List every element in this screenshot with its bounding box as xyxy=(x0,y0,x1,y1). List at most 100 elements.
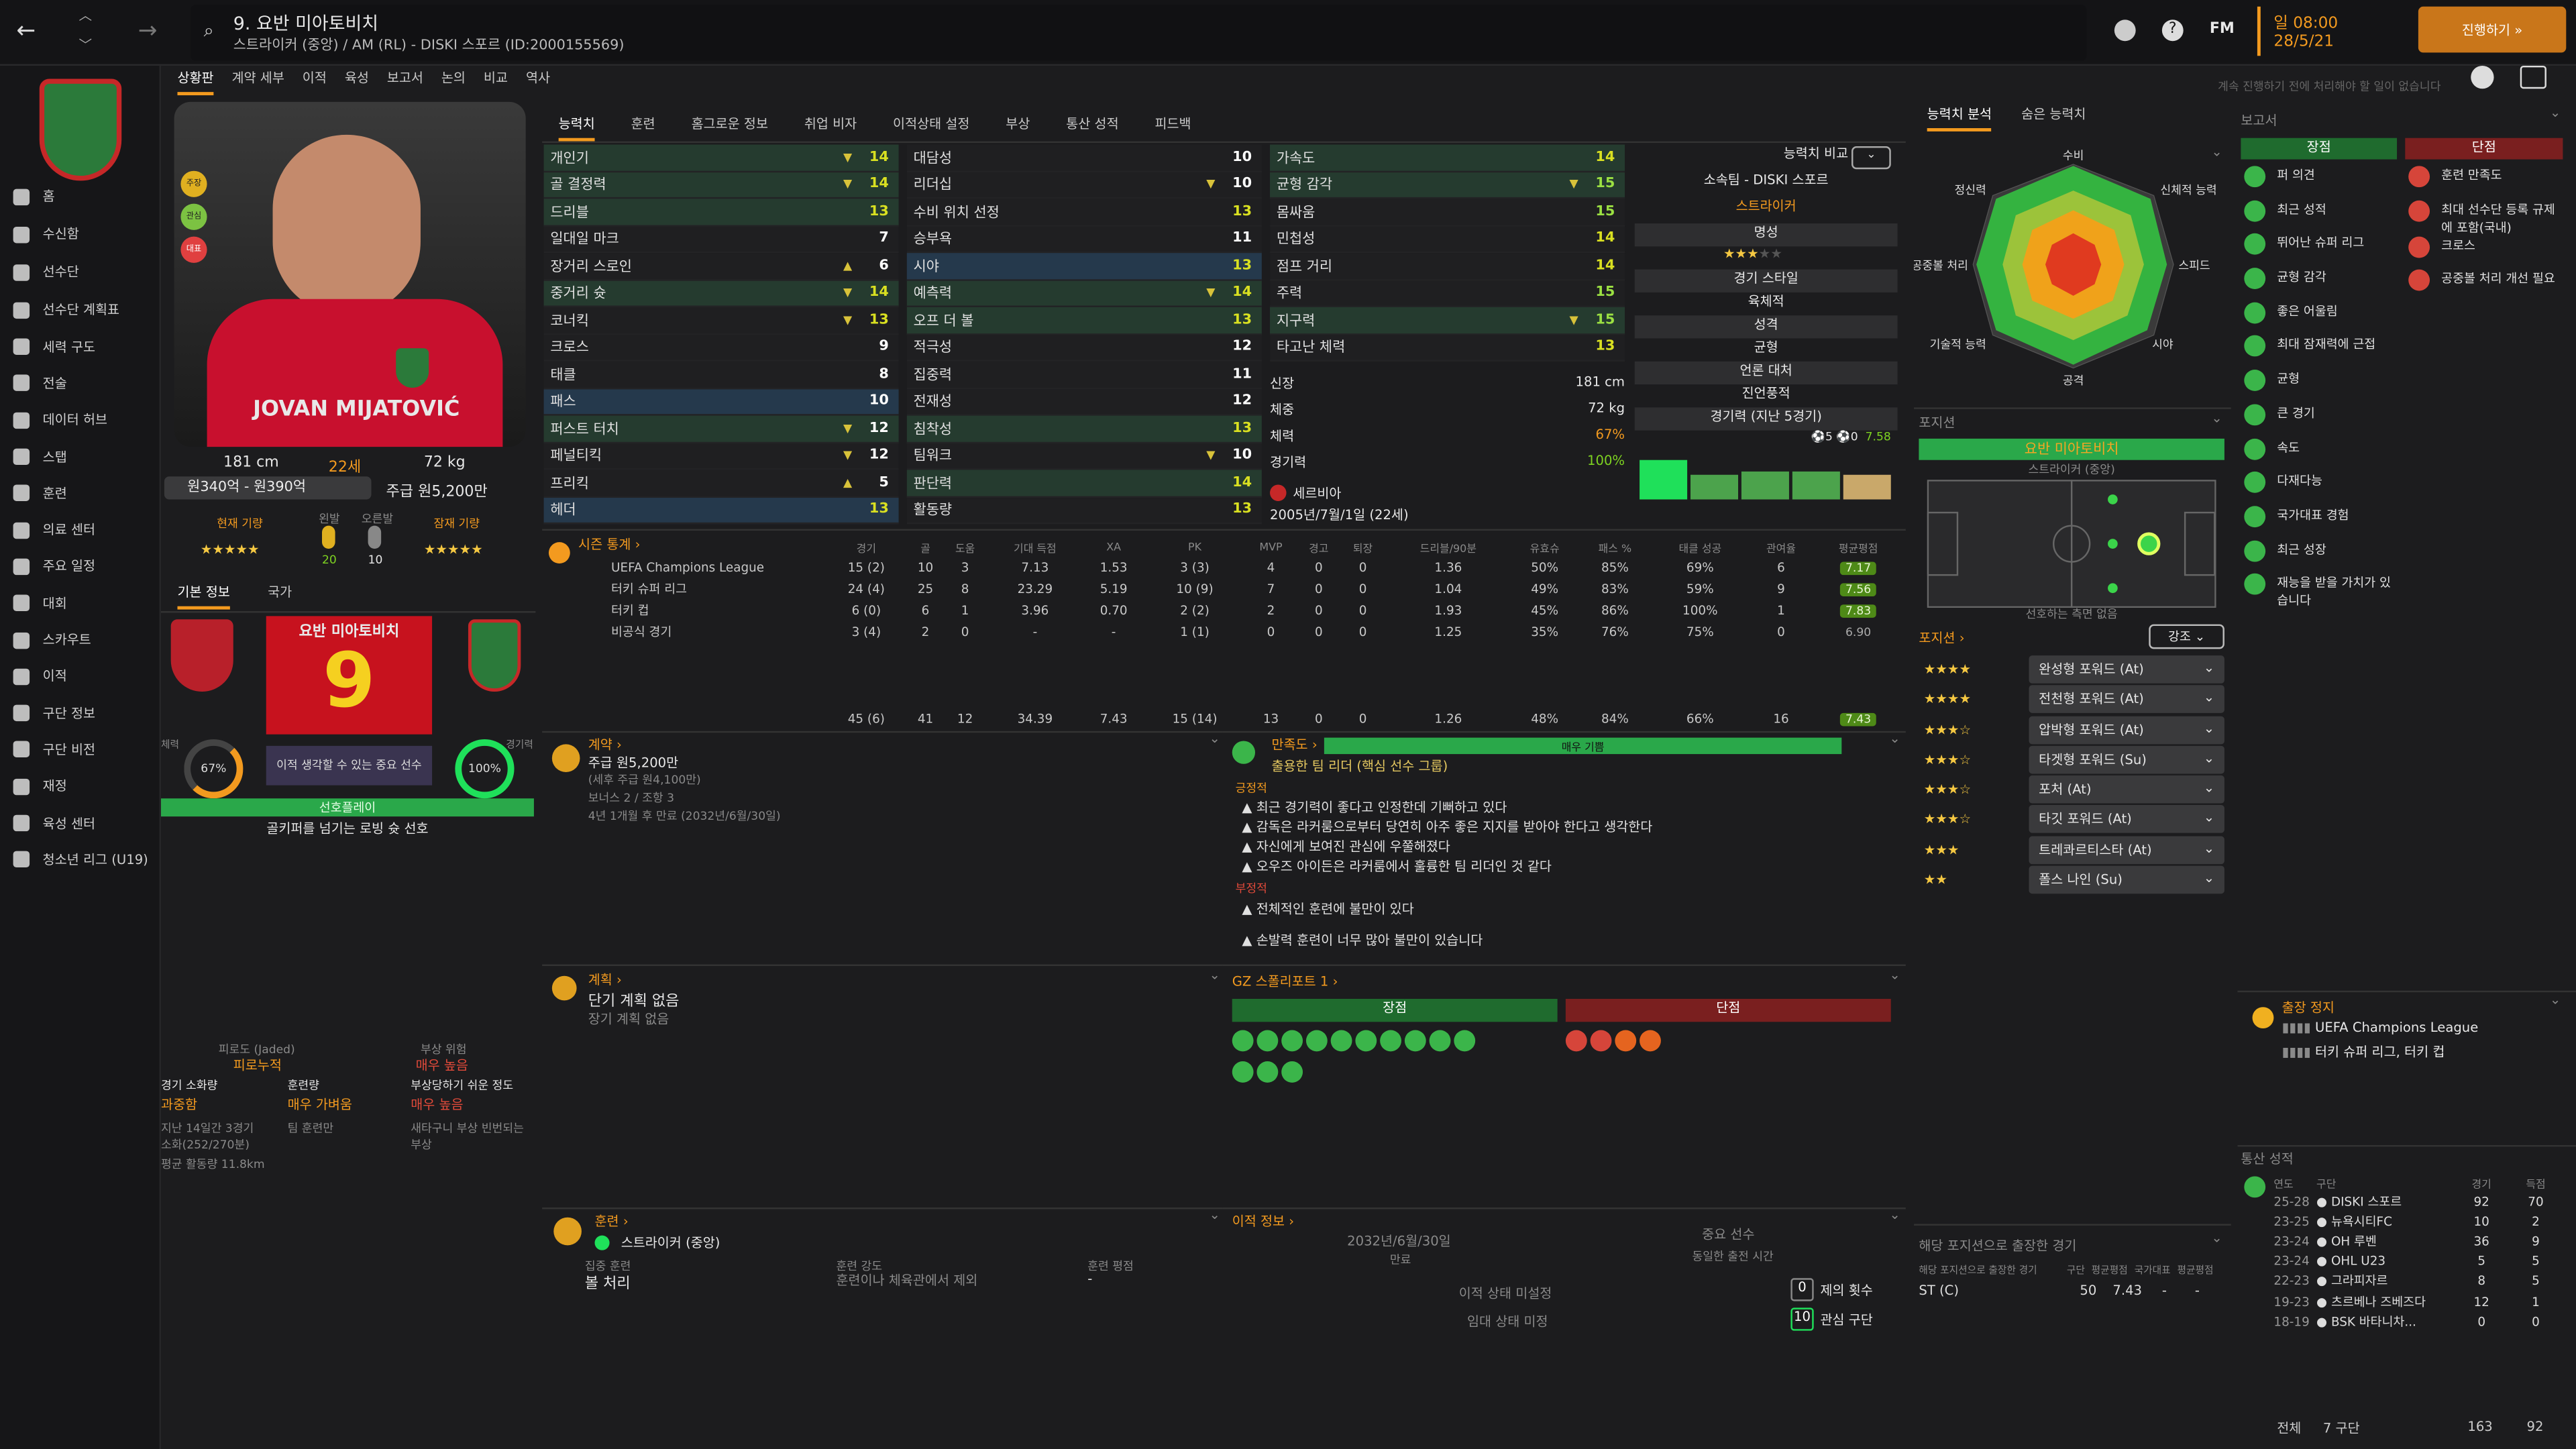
attribute-row[interactable]: 오프 더 볼 13 xyxy=(906,307,1262,335)
sidebar-item[interactable]: 청소년 리그 (U19) xyxy=(0,841,161,878)
role-row[interactable]: ★★★★ 완성형 포워드 (At) ⌄ xyxy=(1924,655,2224,684)
career-row[interactable]: 23-24 ● OH 루벤 36 9 xyxy=(2273,1231,2563,1251)
attribute-row[interactable]: 골 결정력 ▼ 14 xyxy=(543,171,899,199)
chevron-down-icon[interactable]: ﹀ xyxy=(78,38,93,53)
role-row[interactable]: ★★ 폴스 나인 (Su) ⌄ xyxy=(1924,865,2224,894)
attribute-row[interactable]: 타고난 체력 13 xyxy=(1270,334,1625,362)
compare-dropdown[interactable]: ⌄ xyxy=(1851,146,1891,170)
transfer-title[interactable]: 이적 정보 › xyxy=(1232,1214,1295,1229)
season-stats-title[interactable]: 시즌 통계 › xyxy=(578,537,641,552)
gz-strength-icon[interactable] xyxy=(1232,1030,1254,1052)
plan-collapse-icon[interactable]: ⌄ xyxy=(1209,967,1220,983)
attribute-row[interactable]: 팀워크 ▼ 10 xyxy=(906,443,1262,470)
globe-icon[interactable] xyxy=(2114,19,2136,42)
nav-tab[interactable]: 계약 세부 xyxy=(231,70,284,86)
attribute-row[interactable]: 헤더 13 xyxy=(543,496,899,525)
role-name-box[interactable]: 압박형 포워드 (At) ⌄ xyxy=(2029,715,2224,744)
notifications-icon[interactable] xyxy=(2471,65,2494,89)
career-row[interactable]: 22-23 ● 그라피자르 8 5 xyxy=(2273,1271,2563,1291)
attribute-row[interactable]: 승부욕 11 xyxy=(906,225,1262,254)
layout-icon[interactable] xyxy=(2520,65,2546,89)
attribute-row[interactable]: 판단력 14 xyxy=(906,470,1262,497)
fm-logo[interactable]: FM xyxy=(2209,21,2235,38)
report-item[interactable]: 최근 성장 xyxy=(2244,539,2400,574)
gz-strength-icon[interactable] xyxy=(1404,1030,1426,1052)
sidebar-item[interactable]: 의료 센터 xyxy=(0,512,161,549)
roles-filter-dropdown[interactable]: 강조 ⌄ xyxy=(2149,624,2224,649)
gz-strength-icon[interactable] xyxy=(1256,1061,1279,1083)
gz-strength-icon[interactable] xyxy=(1281,1030,1303,1052)
gz-strength-icon[interactable] xyxy=(1380,1030,1401,1052)
attribute-tab[interactable]: 능력치 xyxy=(558,115,595,142)
attribute-row[interactable]: 적극성 12 xyxy=(906,334,1262,362)
nav-tab[interactable]: 논의 xyxy=(441,70,466,86)
help-icon[interactable]: ? xyxy=(2161,19,2184,42)
season-row[interactable]: 터키 슈퍼 리그 24 (4) 25 8 23.29 5.19 10 (9) 7 0 0 1.04 4… xyxy=(578,578,1902,600)
report-item[interactable]: 퍼 의견 xyxy=(2244,166,2400,200)
sidebar-item[interactable]: 훈련 xyxy=(0,475,161,512)
nav-tab[interactable]: 보고서 xyxy=(386,70,423,86)
sidebar-item[interactable]: 구단 정보 xyxy=(0,695,161,732)
attribute-row[interactable]: 가속도 14 xyxy=(1270,144,1625,172)
sidebar-item[interactable]: 전술 xyxy=(0,365,161,402)
sidebar-item[interactable]: 대회 xyxy=(0,585,161,622)
role-name-box[interactable]: 타깃 포워드 (At) ⌄ xyxy=(2029,806,2224,834)
attribute-tab[interactable]: 통산 성적 xyxy=(1066,116,1119,131)
career-row[interactable]: 23-25 ● 뉴욕시티FC 10 2 xyxy=(2273,1211,2563,1231)
gz-weakness-icon[interactable] xyxy=(1565,1030,1587,1052)
sidebar-item[interactable]: 데이터 허브 xyxy=(0,402,161,439)
attribute-row[interactable]: 수비 위치 선정 13 xyxy=(906,199,1262,226)
attribute-row[interactable]: 크로스 9 xyxy=(543,334,899,362)
report-item[interactable]: 좋은 어울림 xyxy=(2244,302,2400,336)
sidebar-item[interactable]: 수신함 xyxy=(0,215,161,253)
tab-basic-info[interactable]: 기본 정보 xyxy=(177,583,230,610)
report-item[interactable]: 균형 xyxy=(2244,370,2400,404)
career-row[interactable]: 25-28 ● DISKI 스포르 92 70 xyxy=(2273,1191,2563,1212)
sidebar-item[interactable]: 육성 센터 xyxy=(0,805,161,842)
gz-strength-icon[interactable] xyxy=(1429,1030,1451,1052)
season-row[interactable]: UEFA Champions League 15 (2) 10 3 7.13 1.53 3 … xyxy=(578,557,1902,578)
attribute-row[interactable]: 리더십 ▼ 10 xyxy=(906,171,1262,199)
attribute-row[interactable]: 프리킥 ▲ 5 xyxy=(543,470,899,497)
interest-badge[interactable]: 관심 xyxy=(180,203,207,230)
report-item[interactable]: 재능을 받을 가치가 있습니다 xyxy=(2244,574,2400,610)
report-item[interactable]: 다재다능 xyxy=(2244,472,2400,506)
training-title[interactable]: 훈련 › xyxy=(594,1214,629,1229)
form-bar[interactable] xyxy=(1741,472,1789,500)
attribute-row[interactable]: 장거리 스로인 ▲ 6 xyxy=(543,253,899,280)
season-row[interactable]: 비공식 경기 3 (4) 2 0 - - 1 (1) 0 0 0 1.25 35% 76% 75% 0 6.9… xyxy=(578,621,1902,643)
attribute-row[interactable]: 몸싸움 15 xyxy=(1270,199,1625,226)
continue-button[interactable]: 진행하기 » xyxy=(2418,6,2567,53)
happiness-collapse-icon[interactable]: ⌄ xyxy=(1889,731,1900,746)
nav-tab[interactable]: 이적 xyxy=(302,70,327,86)
report-item[interactable]: 뛰어난 슈퍼 리그 xyxy=(2244,233,2400,268)
sidebar-item[interactable]: 세력 구도 xyxy=(0,329,161,366)
club-crest-icon[interactable] xyxy=(39,78,122,181)
attribute-row[interactable]: 예측력 ▼ 14 xyxy=(906,280,1262,307)
attribute-row[interactable]: 집중력 11 xyxy=(906,361,1262,389)
attribute-row[interactable]: 전재성 12 xyxy=(906,388,1262,416)
attribute-row[interactable]: 민첩성 14 xyxy=(1270,225,1625,254)
form-bar[interactable] xyxy=(1690,474,1739,500)
sidebar-item[interactable]: 재정 xyxy=(0,768,161,805)
gz-strength-icon[interactable] xyxy=(1330,1030,1352,1052)
happiness-title[interactable]: 만족도 › xyxy=(1271,737,1318,753)
season-row[interactable]: 터키 컵 6 (0) 6 1 3.96 0.70 2 (2) 2 0 0 1.93 45% 86% 100… xyxy=(578,600,1902,621)
contract-title[interactable]: 계약 › xyxy=(588,737,622,753)
contract-collapse-icon[interactable]: ⌄ xyxy=(1209,731,1220,746)
sidebar-item[interactable]: 주요 일정 xyxy=(0,548,161,585)
position-collapse-icon[interactable]: ⌄ xyxy=(2211,411,2222,426)
report-item[interactable]: 속도 xyxy=(2244,437,2400,472)
pos-apps-collapse-icon[interactable]: ⌄ xyxy=(2211,1230,2222,1246)
gz-weakness-icon[interactable] xyxy=(1590,1030,1612,1052)
report-item[interactable]: 균형 감각 xyxy=(2244,268,2400,302)
report-item[interactable]: 최대 선수단 등록 규제에 포함(국내) xyxy=(2408,200,2566,236)
plan-title[interactable]: 계획 › xyxy=(588,972,622,987)
attribute-row[interactable]: 페널티킥 ▼ 12 xyxy=(543,443,899,470)
nav-tab[interactable]: 육성 xyxy=(344,70,369,86)
sidebar-item[interactable]: 홈 xyxy=(0,177,161,215)
national-badge[interactable]: 대표 xyxy=(180,236,207,263)
report-item[interactable]: 국가대표 경험 xyxy=(2244,505,2400,540)
gz-collapse-icon[interactable]: ⌄ xyxy=(1889,967,1900,983)
career-row[interactable]: 23-24 ● OHL U23 5 5 xyxy=(2273,1251,2563,1271)
